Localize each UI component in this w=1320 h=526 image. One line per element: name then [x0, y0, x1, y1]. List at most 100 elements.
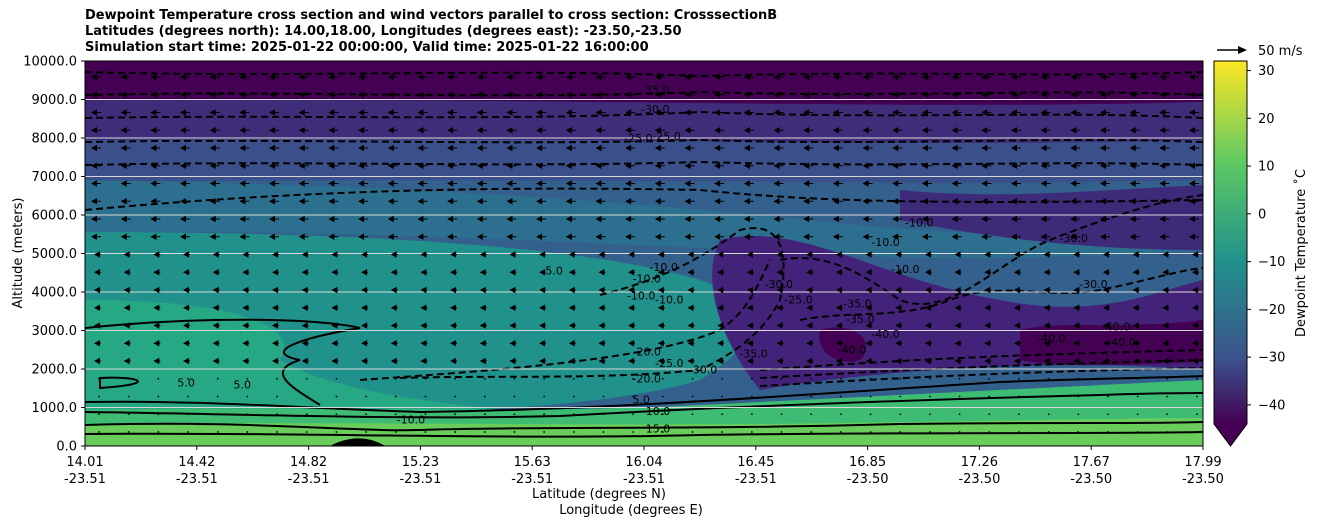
wind-vector-head: [506, 215, 513, 223]
wind-vector-head: [120, 233, 127, 240]
y-axis-label: Altitude (meters): [11, 198, 26, 309]
wind-vector-head: [1010, 109, 1017, 116]
wind-vector-head: [420, 357, 427, 365]
wind-vector-head: [269, 109, 276, 116]
wind-vector-head: [1192, 251, 1198, 258]
wind-vector-head: [687, 304, 694, 311]
contour-label: 5.0: [632, 394, 650, 407]
wind-vector-head: [509, 251, 516, 258]
wind-vector-head: [717, 251, 724, 258]
wind-vector-head: [509, 357, 516, 365]
wind-vector-head: [1073, 269, 1080, 276]
wind-vector-head: [625, 180, 632, 187]
wind-vector-head: [539, 286, 546, 294]
wind-vector: [424, 431, 427, 433]
contour-label: -10.0: [655, 294, 683, 307]
wind-vector-head: [331, 357, 338, 365]
wind-vector: [305, 431, 308, 433]
wind-vector-head: [1102, 251, 1109, 258]
wind-vector: [899, 413, 902, 416]
wind-vector-head: [773, 215, 780, 223]
wind-vector-head: [298, 144, 305, 152]
wind-vector-head: [687, 269, 694, 276]
wind-vector: [1136, 413, 1139, 416]
wind-vector-head: [951, 109, 958, 116]
wind-vector: [1136, 377, 1139, 380]
wind-vector-head: [476, 73, 483, 81]
wind-vector-head: [1099, 233, 1106, 240]
wind-vector-head: [536, 162, 543, 169]
wind-vector-head: [921, 233, 928, 240]
contour-solid: [85, 392, 1203, 419]
wind-vector-head: [1159, 215, 1166, 223]
wind-vector-head: [832, 180, 839, 187]
wind-vector-head: [746, 357, 753, 365]
wind-vector-head: [862, 91, 869, 98]
wind-vector-head: [625, 73, 632, 81]
wind-vector: [750, 377, 753, 380]
wind-vector-head: [269, 91, 276, 98]
wind-vector-head: [358, 91, 365, 98]
wind-vector-head: [1159, 180, 1166, 187]
wind-vector-head: [1102, 304, 1109, 311]
wind-vector-head: [921, 144, 928, 152]
wind-vector-head: [1132, 357, 1139, 365]
wind-vector-head: [536, 180, 543, 187]
wind-vector: [543, 431, 546, 433]
wind-vector-head: [150, 91, 157, 98]
wind-vector: [929, 413, 931, 416]
wind-vector-head: [298, 162, 305, 169]
wind-vector-head: [628, 322, 635, 329]
contour-label: 5.0: [545, 265, 563, 278]
wind-vector-head: [835, 304, 842, 311]
wind-vector: [1107, 413, 1109, 416]
wind-vector-head: [358, 162, 365, 169]
wind-vector-head: [239, 109, 246, 116]
wind-vector-head: [180, 180, 187, 187]
wind-vector-head: [598, 304, 605, 311]
wind-vector: [305, 413, 308, 416]
wind-vector-head: [743, 162, 750, 169]
wind-vector-head: [654, 144, 661, 152]
wind-vector-head: [301, 357, 308, 365]
wind-vector-head: [298, 233, 305, 240]
wind-vector-head: [892, 233, 899, 240]
x-tick-label-lon: -23.50: [1182, 472, 1224, 487]
wind-vector-head: [239, 162, 246, 169]
wind-vector-head: [717, 304, 724, 311]
wind-vector: [691, 413, 694, 416]
wind-vector-head: [628, 286, 635, 294]
wind-vector: [810, 413, 813, 416]
wind-vector-head: [803, 162, 810, 169]
wind-vector-head: [714, 233, 721, 240]
wind-vector-head: [91, 127, 97, 134]
wind-vector: [98, 377, 100, 380]
wind-vector-head: [420, 322, 427, 329]
wind-vector-head: [387, 127, 394, 134]
wind-vector-head: [183, 357, 190, 365]
wind-vector: [602, 377, 605, 380]
wind-vector-head: [835, 286, 842, 294]
x-tick-label-lat: 14.82: [290, 455, 327, 470]
wind-vector: [1018, 431, 1020, 433]
wind-vector: [899, 395, 902, 398]
wind-vector-head: [328, 162, 335, 169]
wind-vector-head: [892, 215, 899, 223]
wind-vector-head: [921, 109, 928, 116]
wind-vector-head: [921, 91, 928, 98]
wind-vector-head: [1010, 198, 1017, 205]
wind-vector-head: [150, 162, 157, 169]
wind-vector-head: [387, 198, 394, 205]
colorbar-label: Dewpoint Temperature ˚C: [1293, 169, 1309, 337]
x-tick-label-lat: 14.42: [178, 455, 215, 470]
wind-vector-head: [832, 91, 839, 98]
wind-vector-head: [239, 233, 246, 240]
wind-vector-head: [746, 322, 753, 329]
wind-vector-head: [654, 162, 661, 169]
colorbar-tick-label: 10: [1258, 160, 1275, 175]
wind-vector-head: [625, 109, 632, 116]
wind-vector: [780, 431, 783, 433]
wind-vector-head: [1189, 198, 1195, 205]
wind-vector-head: [212, 322, 219, 329]
wind-vector: [632, 395, 635, 398]
